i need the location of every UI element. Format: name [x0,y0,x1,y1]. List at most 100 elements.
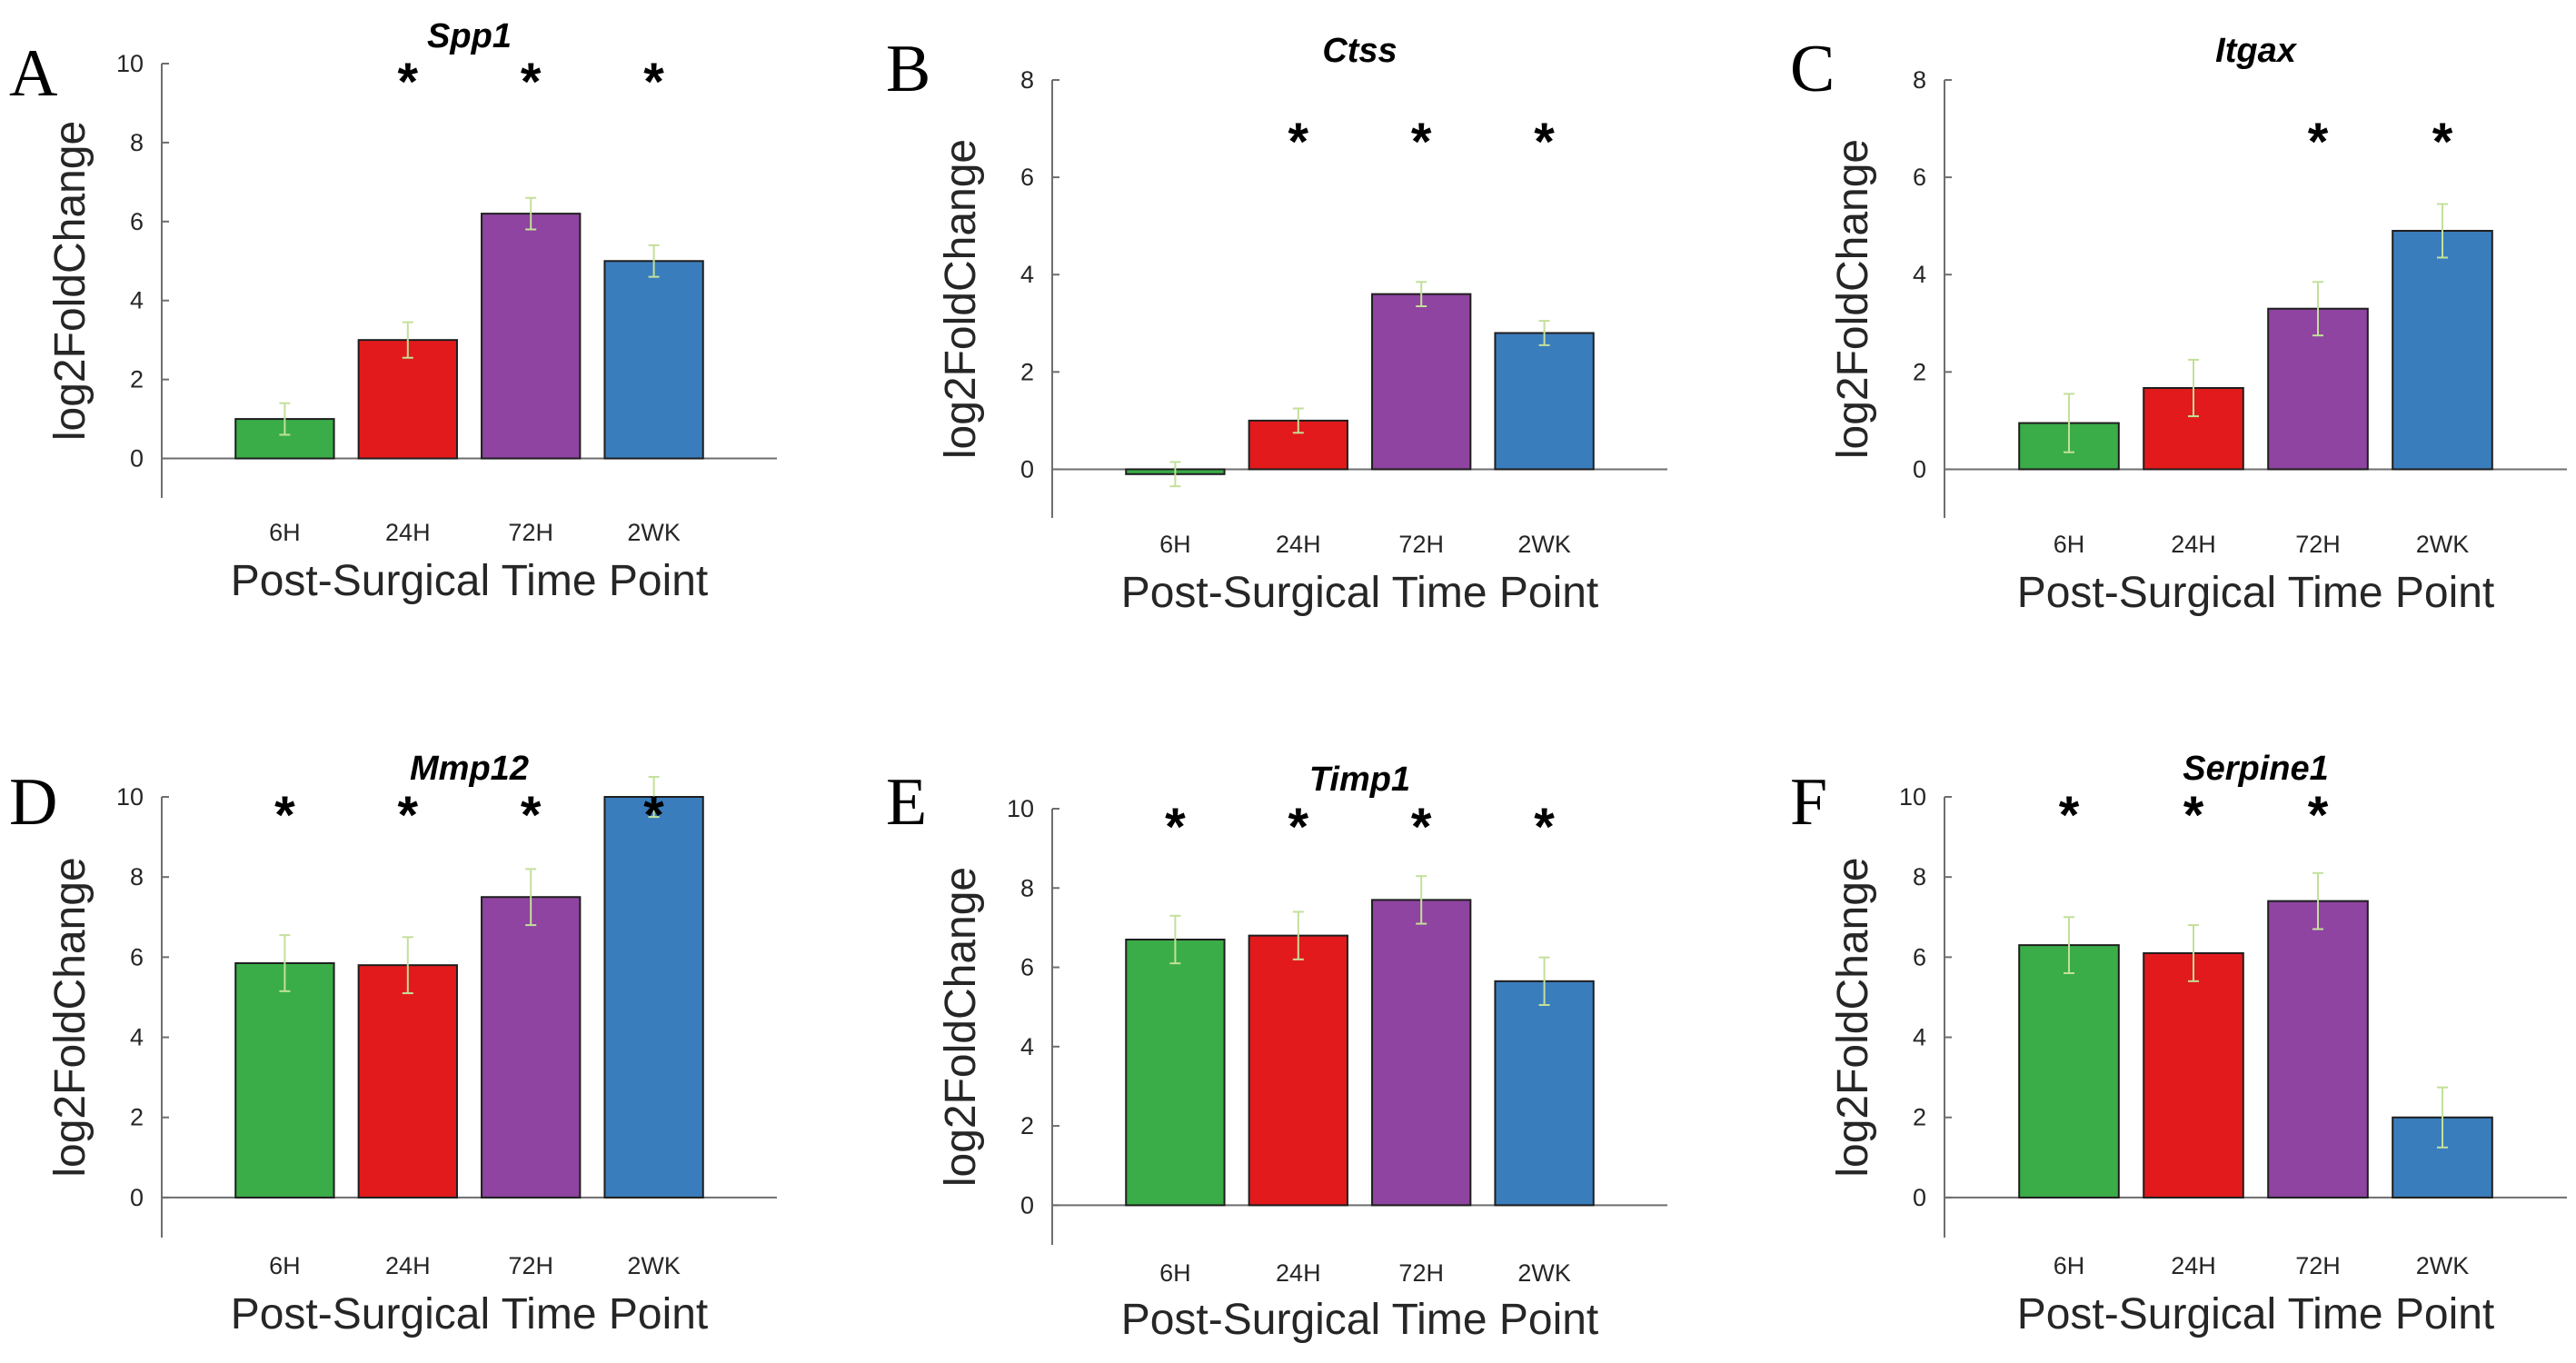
x-tick-label: 2WK [2416,1252,2470,1279]
x-tick-label: 24H [1276,531,1321,558]
y-tick-label: 2 [130,1104,144,1131]
y-tick-label: 6 [130,208,144,235]
x-tick-label: 24H [2171,531,2216,558]
y-tick-label: 6 [1020,954,1034,981]
x-tick-label: 24H [385,519,431,546]
significance-star: * [398,53,419,112]
panel-letter-c: C [1790,32,1835,106]
y-tick-label: 8 [1913,863,1926,890]
bar-2wk [603,796,704,1199]
significance-star: * [1411,798,1432,857]
significance-star: * [2432,113,2453,172]
significance-star: * [643,53,664,112]
bar-2wk [2392,230,2493,471]
y-axis-label: log2FoldChange [46,857,94,1177]
significance-star: * [1534,113,1555,172]
y-tick-label: 10 [1007,795,1034,822]
bar-72h [2267,900,2369,1199]
bar-24h [357,339,458,460]
x-tick-label: 72H [1398,1259,1444,1287]
significance-star: * [2183,786,2204,845]
x-tick-label: 72H [2295,531,2341,558]
panel-e: E Timp1 0 2 4 6 8 10 6H * 24H * 72H * 2WK * Post-Surgica… [886,761,1667,1344]
y-tick-label: 8 [1913,66,1926,94]
bar-2wk [603,260,704,460]
panel-letter-d: D [9,765,57,840]
y-tick-label: 8 [130,129,144,156]
x-tick-label: 6H [269,1252,301,1279]
bar-6h [2018,944,2120,1199]
significance-star: * [1288,798,1309,857]
y-tick-label: 6 [130,943,144,970]
x-axis-label: Post-Surgical Time Point [231,557,709,605]
panel-c: C Itgax 0 2 4 6 8 6H 24H 72H * 2WK * Post-Surgical Ti… [1790,32,2567,617]
significance-star: * [2308,113,2329,172]
x-tick-label: 2WK [1517,531,1571,558]
chart-title: Ctss [1322,32,1397,70]
bar-6h [1125,939,1226,1207]
y-tick-label: 2 [1913,358,1926,385]
panel-b: B Ctss 0 2 4 6 8 6H 24H * 72H * 2WK * Post-Surgical Ti… [886,32,1667,617]
chart-title: Timp1 [1309,761,1410,799]
bar-6h [234,961,335,1199]
bar-24h [1248,419,1348,471]
x-tick-label: 72H [508,519,553,546]
y-tick-label: 0 [130,1184,144,1211]
significance-star: * [1165,798,1186,857]
y-axis-label: log2FoldChange [937,867,985,1187]
y-tick-label: 2 [130,366,144,393]
x-axis-label: Post-Surgical Time Point [231,1290,709,1338]
y-tick-label: 10 [1899,783,1926,811]
x-tick-label: 6H [269,519,301,546]
bar-24h [1248,934,1348,1207]
y-axis-label: log2FoldChange [1829,139,1877,459]
significance-star: * [521,53,542,112]
bar-2wk [1494,980,1595,1207]
y-tick-label: 4 [130,287,144,314]
y-axis-label: log2FoldChange [1829,857,1877,1177]
bar-72h [481,213,582,460]
x-tick-label: 72H [2295,1252,2341,1279]
x-tick-label: 24H [2171,1252,2216,1279]
y-tick-label: 4 [1913,1024,1926,1051]
y-tick-label: 4 [1020,261,1034,288]
y-tick-label: 10 [116,783,144,811]
y-tick-label: 0 [130,445,144,473]
panel-letter-a: A [9,36,57,111]
chart-title: Spp1 [427,17,512,55]
y-tick-label: 6 [1913,164,1926,191]
y-tick-label: 8 [1020,66,1034,94]
panel-letter-e: E [886,765,927,840]
y-tick-label: 2 [1020,1112,1034,1139]
significance-star: * [398,786,419,845]
x-tick-label: 2WK [627,519,681,546]
significance-star: * [2308,786,2329,845]
y-axis-label: log2FoldChange [46,121,94,441]
panel-letter-f: F [1790,765,1827,840]
y-tick-label: 10 [116,50,144,77]
bar-72h [481,896,582,1199]
chart-title: Mmp12 [410,750,529,788]
y-tick-label: 2 [1020,358,1034,385]
x-tick-label: 2WK [1517,1259,1571,1287]
bar-72h [1371,899,1472,1207]
bar-72h [1371,293,1472,471]
significance-star: * [1288,113,1309,172]
significance-star: * [1411,113,1432,172]
x-tick-label: 6H [1159,531,1191,558]
panel-a: A Spp1 0 2 4 6 8 10 6H 24H * 72H * 2WK * Post-Surgical … [9,17,777,605]
y-tick-label: 0 [1913,1184,1926,1211]
x-axis-label: Post-Surgical Time Point [2017,1290,2495,1338]
y-tick-label: 8 [1020,874,1034,901]
y-tick-label: 4 [1020,1033,1034,1060]
significance-star: * [643,786,664,845]
panel-letter-b: B [886,32,930,106]
y-tick-label: 0 [1020,455,1034,483]
x-axis-label: Post-Surgical Time Point [2017,569,2495,617]
significance-star: * [274,786,295,845]
significance-star: * [2059,786,2080,845]
chart-title: Serpine1 [2183,750,2329,788]
y-axis-label: log2FoldChange [937,139,985,459]
y-tick-label: 2 [1913,1104,1926,1131]
